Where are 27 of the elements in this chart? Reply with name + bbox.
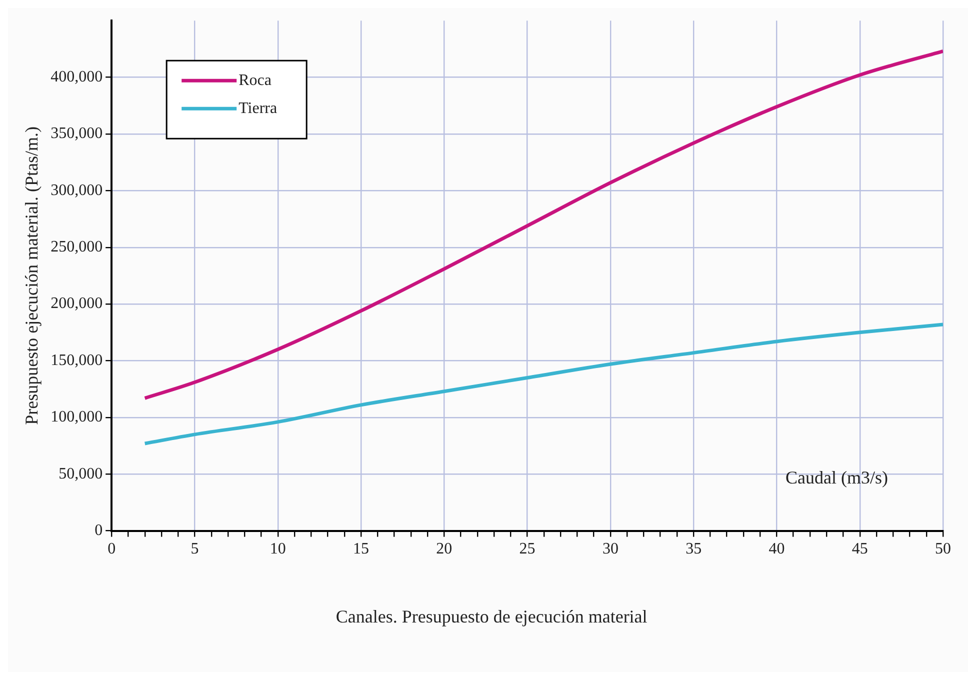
y-tick-label: 250,000 [50, 238, 103, 256]
x-tick-label: 15 [353, 540, 370, 558]
x-tick-label: 5 [190, 540, 199, 558]
x-tick-label: 20 [436, 540, 452, 558]
y-tick-label: 150,000 [50, 352, 103, 369]
y-tick-label: 350,000 [50, 125, 103, 142]
x-tick-label: 30 [602, 540, 618, 558]
line-series [143, 322, 943, 446]
legend-label: Tierra [238, 100, 278, 117]
y-tick-label: 200,000 [50, 295, 103, 312]
x-tick-label: 10 [270, 540, 286, 558]
x-tick-label: 35 [686, 540, 702, 558]
x-tick-label: 40 [768, 540, 785, 558]
x-tick-label: 45 [852, 540, 868, 558]
y-tick-label: 100,000 [50, 408, 103, 426]
y-tick-label: 50,000 [58, 465, 103, 482]
y-tick-label: 400,000 [50, 68, 103, 86]
y-tick-label: 0 [94, 522, 103, 540]
y-axis-title: Presupuesto ejecución material. (Ptas/m.) [22, 126, 42, 425]
x-tick-label: 0 [108, 540, 116, 558]
line-series [143, 49, 943, 400]
x-axis-title: Caudal (m3/s) [786, 468, 888, 488]
x-tick-label: 50 [935, 540, 951, 558]
text: Canales. Presupuesto de ejecución material [336, 606, 648, 627]
legend-label: Roca [238, 72, 272, 89]
x-tick-label: 25 [519, 540, 536, 558]
y-tick-label: 300,000 [50, 182, 103, 199]
